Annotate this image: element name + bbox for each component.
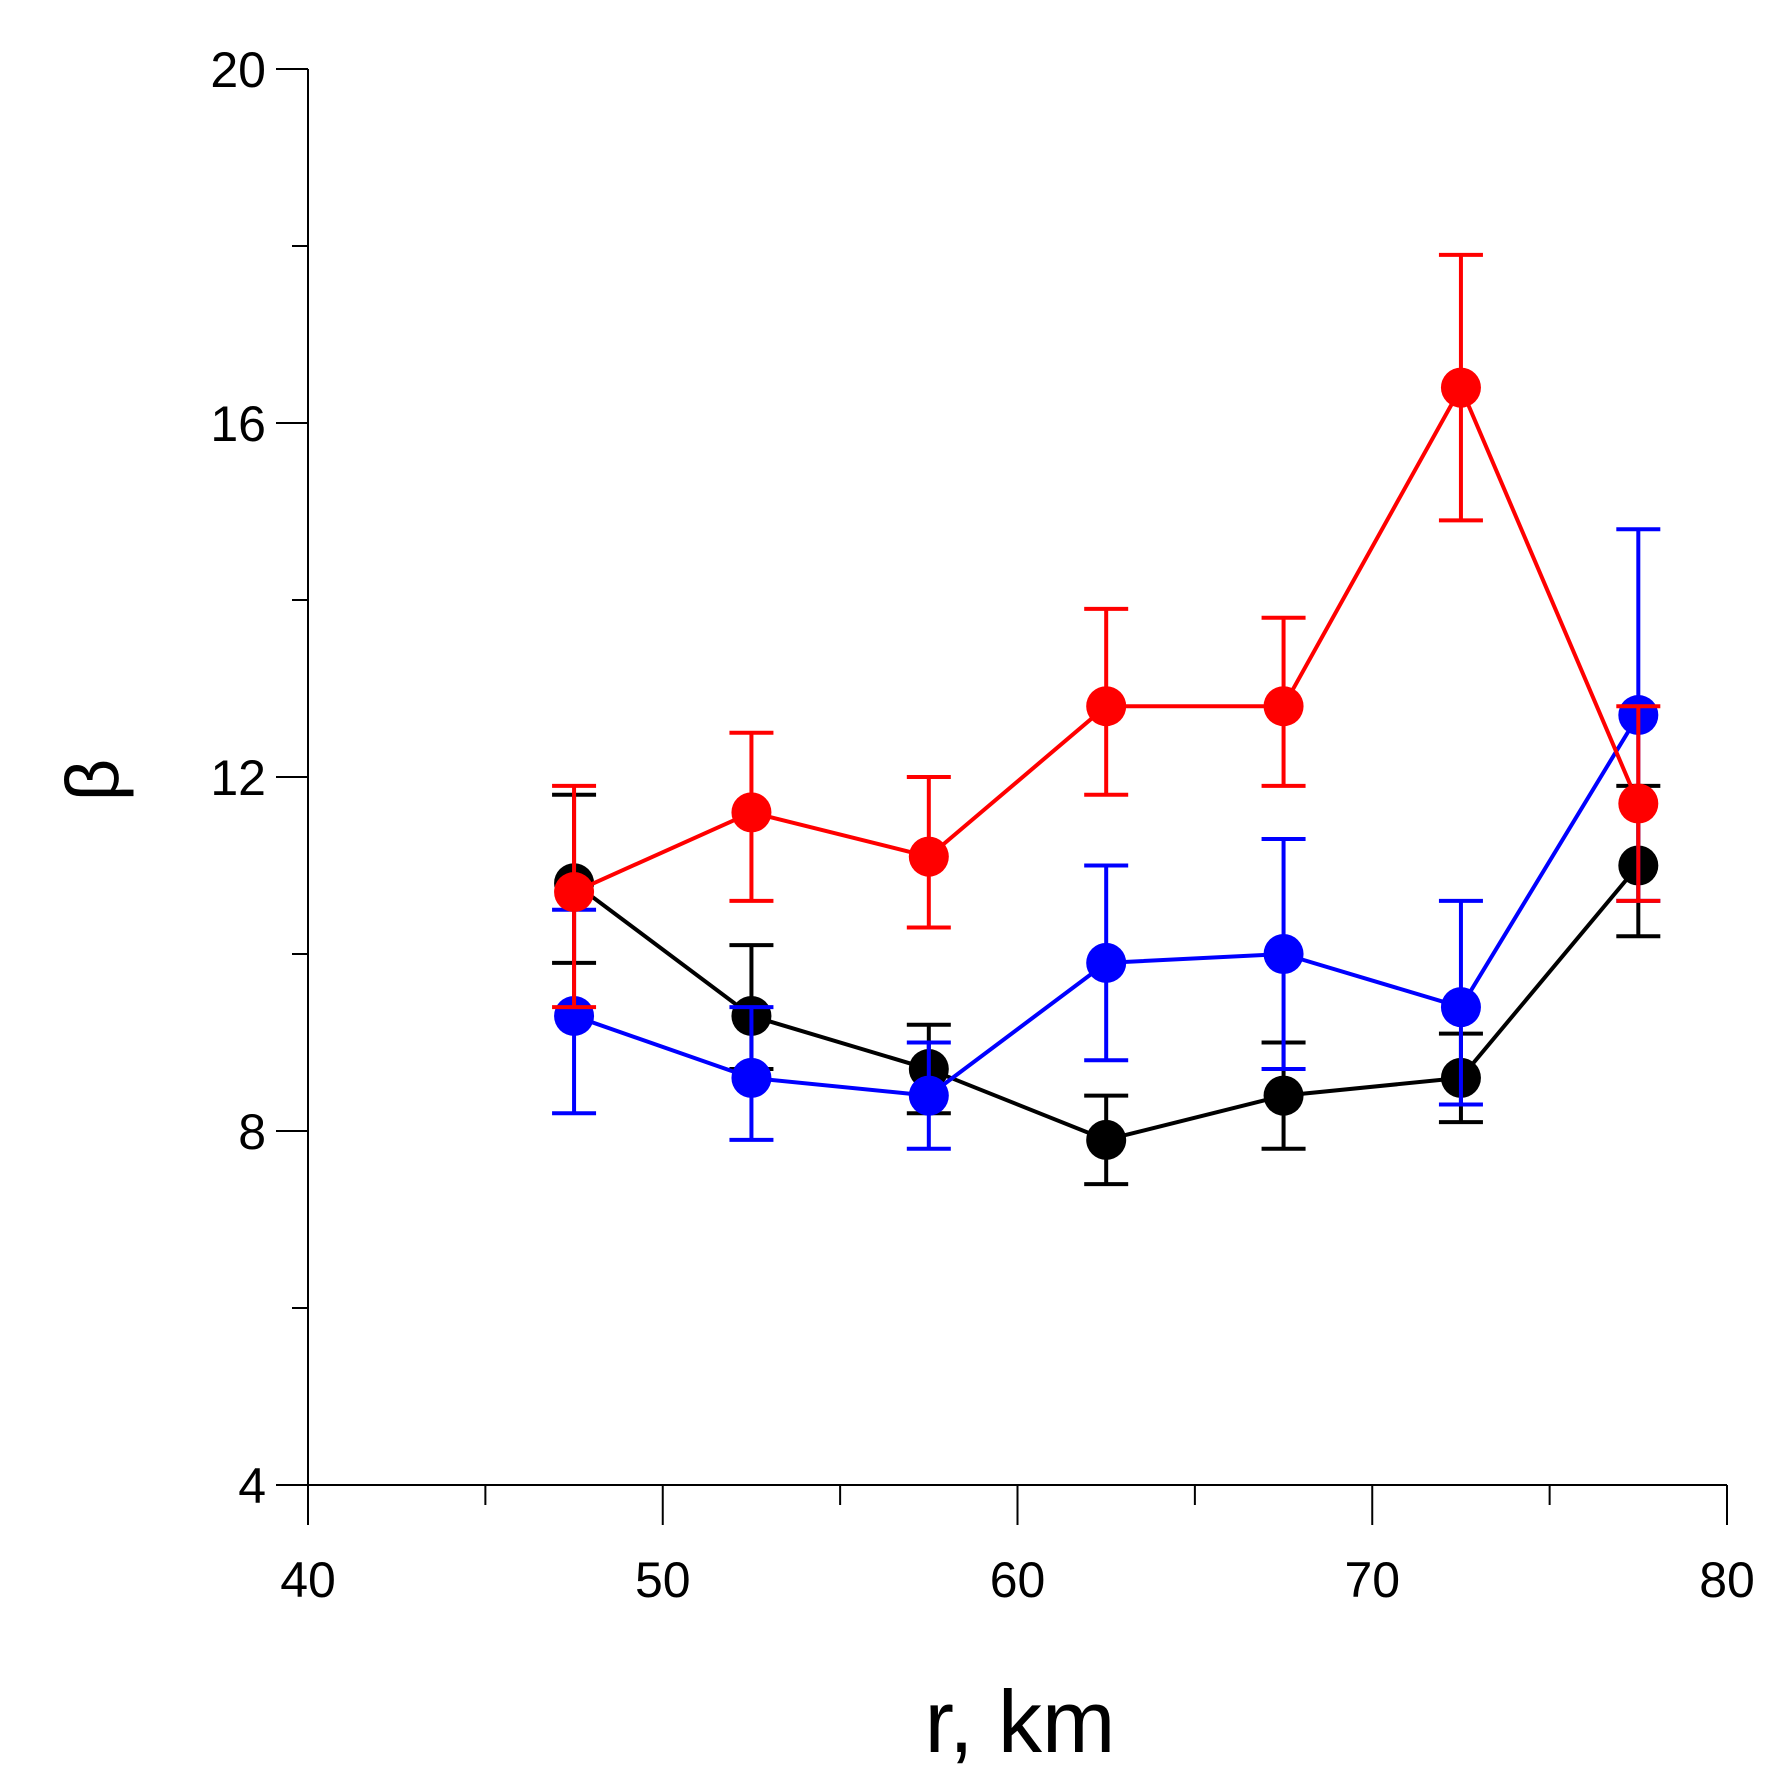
data-point-blue xyxy=(1440,987,1481,1028)
data-point-blue xyxy=(1263,934,1304,974)
x-tick-label: 40 xyxy=(280,1552,336,1608)
y-tick-label: 8 xyxy=(238,1104,266,1160)
series-blue xyxy=(552,527,1661,1151)
x-axis-title: r, km xyxy=(925,1672,1116,1771)
axes: 4 8 12 16 20 40 50 60 70 80 xyxy=(210,42,1754,1608)
data-point-red xyxy=(908,836,949,877)
y-tick-label: 16 xyxy=(210,396,266,452)
data-point-blue xyxy=(1086,942,1127,983)
data-point-red xyxy=(1263,686,1304,727)
series-red xyxy=(552,252,1661,1010)
data-point-black xyxy=(1263,1075,1304,1116)
data-point-black xyxy=(1086,1119,1127,1160)
y-axis-title: β xyxy=(51,759,134,802)
data-point-blue xyxy=(908,1075,949,1116)
y-tick-label: 12 xyxy=(210,750,266,806)
data-point-red xyxy=(1618,783,1659,824)
data-point-red xyxy=(554,872,595,913)
x-tick-label: 50 xyxy=(635,1552,691,1608)
data-point-red xyxy=(731,792,772,833)
plot-area xyxy=(552,252,1661,1187)
y-tick-label: 20 xyxy=(210,42,266,98)
x-tick-label: 80 xyxy=(1699,1552,1755,1608)
data-point-red xyxy=(1086,686,1127,727)
x-tick-label: 60 xyxy=(990,1552,1046,1608)
y-tick-label: 4 xyxy=(238,1458,266,1514)
data-point-red xyxy=(1440,367,1481,408)
x-tick-label: 70 xyxy=(1344,1552,1400,1608)
data-point-blue xyxy=(731,1057,772,1098)
